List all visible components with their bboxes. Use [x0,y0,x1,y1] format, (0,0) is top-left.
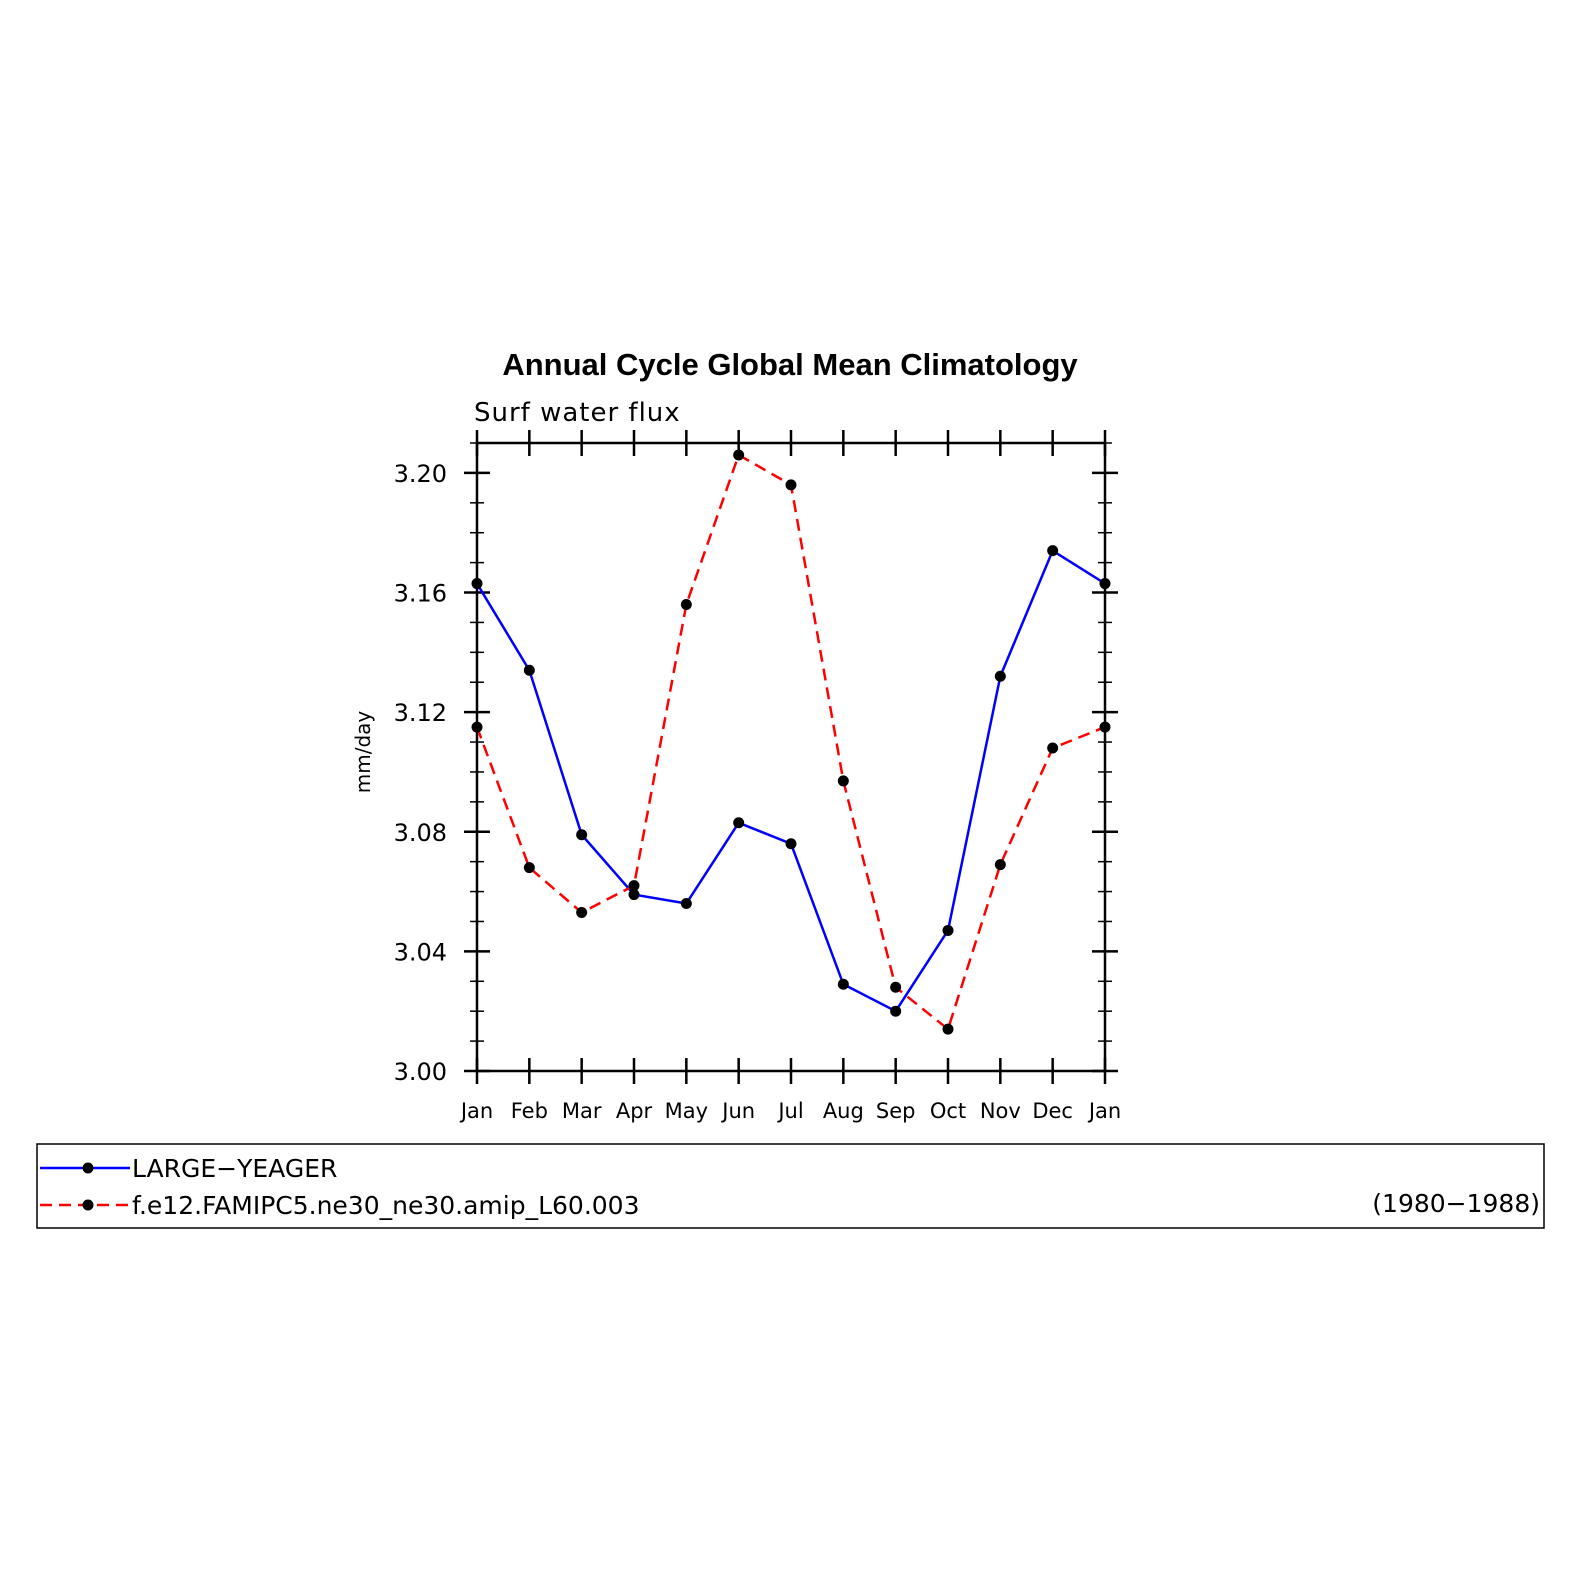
series-2-point [994,859,1006,871]
x-tick-label: Mar [562,1099,602,1123]
x-tick-label: Sep [876,1099,916,1123]
legend-swatch-marker [82,1199,94,1211]
legend-label: f.e12.FAMIPC5.ne30_ne30.amip_L60.003 [132,1191,640,1220]
series-1-point [628,889,640,901]
legend-swatch-marker [82,1162,94,1174]
series-1-point [680,898,692,910]
x-tick-label: Apr [616,1099,653,1123]
series-2-point [471,721,483,733]
x-tick-label: Feb [511,1099,548,1123]
y-tick-label: 3.04 [394,938,447,966]
chart-title: Annual Cycle Global Mean Climatology [502,347,1078,382]
x-tick-label: Dec [1032,1099,1073,1123]
series-1-point [942,924,954,936]
y-axis-label: mm/day [351,711,375,794]
series-1-point [471,578,483,590]
series-2-point [628,880,640,892]
series-2-point [1099,721,1111,733]
x-tick-label: Jan [459,1099,493,1123]
series-line-1 [475,548,1106,1013]
plot-frame [475,441,1107,1073]
series-2-point [733,449,745,461]
x-tick-label: Jan [1087,1099,1121,1123]
y-tick-label: 3.16 [394,580,447,608]
y-tick-label: 3.12 [394,699,447,727]
series-2-point [942,1023,954,1035]
x-tick-label: Nov [980,1099,1021,1123]
series-2-point [837,775,849,787]
series-1-point [523,664,535,676]
legend-box [36,1143,1545,1229]
y-tick-label: 3.00 [394,1058,447,1086]
series-2-point [680,598,692,610]
x-tick-label: Jun [720,1099,755,1123]
legend-group: LARGE−YEAGER f.e12.FAMIPC5.ne30_ne30.amip… [40,1154,640,1220]
series-2-point [523,862,535,874]
series-2-point [1047,742,1059,754]
axes-group: Jan Feb Mar Apr May Jun Jul Aug Sep Oct Nov Dec Jan 3… [394,430,1121,1123]
legend-year-range: (1980−1988) [1372,1189,1540,1218]
series-group [471,449,1111,1035]
series-1-point [733,817,745,829]
legend-label: LARGE−YEAGER [132,1154,337,1183]
series-1-point [1047,545,1059,557]
chart-subtitle: Surf water flux [474,398,681,428]
series-line-2 [475,453,1106,1032]
series-1-point [837,978,849,990]
x-tick-label: Oct [930,1099,966,1123]
series-1-point [890,1005,902,1017]
series-2-point [576,907,588,919]
x-tick-label: Jul [776,1099,803,1123]
y-tick-label: 3.08 [394,819,447,847]
y-tick-label: 3.20 [394,460,447,488]
series-1-point [1099,578,1111,590]
series-1-point [994,670,1006,682]
series-2-point [785,479,797,491]
x-tick-label: Aug [823,1099,864,1123]
x-tick-label: May [665,1099,708,1123]
series-2-point [890,981,902,993]
series-1-point [785,838,797,850]
series-1-point [576,829,588,841]
